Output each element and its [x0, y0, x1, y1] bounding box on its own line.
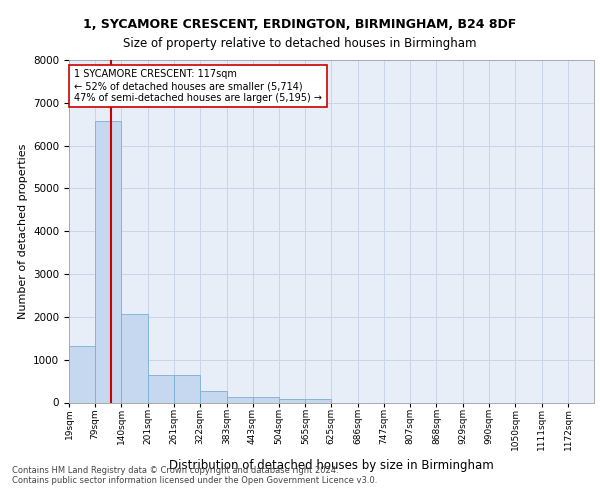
Bar — [148, 374, 174, 402]
Bar — [227, 397, 253, 402]
Bar — [69, 346, 95, 403]
Y-axis label: Number of detached properties: Number of detached properties — [17, 144, 28, 319]
Bar — [279, 399, 305, 402]
Bar — [200, 392, 227, 402]
Bar — [174, 374, 200, 402]
Text: Size of property relative to detached houses in Birmingham: Size of property relative to detached ho… — [123, 38, 477, 51]
Bar — [95, 121, 121, 402]
Bar — [305, 399, 331, 402]
Text: Contains HM Land Registry data © Crown copyright and database right 2024.
Contai: Contains HM Land Registry data © Crown c… — [12, 466, 377, 485]
Text: 1 SYCAMORE CRESCENT: 117sqm
← 52% of detached houses are smaller (5,714)
47% of : 1 SYCAMORE CRESCENT: 117sqm ← 52% of det… — [74, 70, 322, 102]
Bar — [121, 314, 148, 402]
Text: 1, SYCAMORE CRESCENT, ERDINGTON, BIRMINGHAM, B24 8DF: 1, SYCAMORE CRESCENT, ERDINGTON, BIRMING… — [83, 18, 517, 30]
Bar — [253, 397, 279, 402]
X-axis label: Distribution of detached houses by size in Birmingham: Distribution of detached houses by size … — [169, 458, 494, 471]
